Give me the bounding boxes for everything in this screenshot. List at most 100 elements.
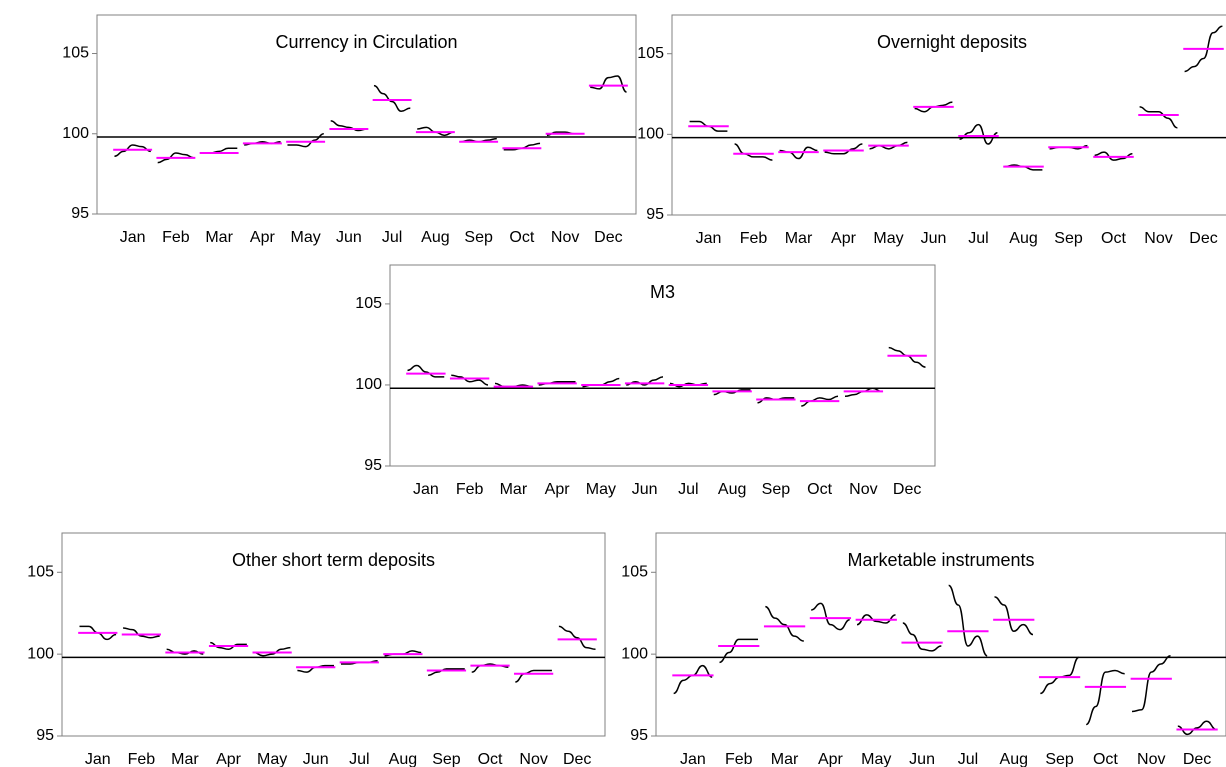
y-tick-label: 105: [621, 564, 648, 581]
monthly-line: [590, 75, 627, 93]
x-tick-label: Jul: [349, 751, 369, 767]
x-tick-label: Jan: [85, 751, 111, 767]
x-tick-label: Jun: [303, 751, 329, 767]
x-tick-label: Feb: [162, 229, 190, 246]
x-tick-label: May: [586, 481, 616, 498]
x-tick-label: Oct: [807, 481, 832, 498]
x-tick-label: Jul: [958, 751, 978, 767]
y-tick-label: 95: [364, 457, 382, 474]
panel: 95 100 105 Currency in Circulation Jan Feb Mar…: [62, 14, 637, 246]
x-tick-label: Sep: [762, 481, 791, 498]
y-tick-label: 105: [637, 45, 664, 62]
monthly-line: [1177, 720, 1217, 736]
monthly-line: [373, 84, 411, 113]
y-tick-label: 95: [630, 727, 648, 744]
monthly-line: [719, 638, 759, 664]
y-tick-label: 105: [62, 45, 89, 62]
plot-frame: [96, 14, 637, 215]
x-tick-label: Nov: [1144, 230, 1172, 247]
x-tick-label: May: [257, 751, 287, 767]
x-tick-label: Oct: [509, 229, 534, 246]
monthly-line: [1040, 656, 1080, 695]
x-tick-label: Dec: [563, 751, 591, 767]
monthly-line: [888, 346, 926, 368]
y-tick-label: 100: [637, 126, 664, 143]
monthly-line: [734, 143, 773, 161]
x-tick-label: Feb: [456, 481, 484, 498]
monthly-line: [114, 144, 151, 157]
x-tick-label: Dec: [1189, 230, 1217, 247]
x-tick-label: Oct: [1093, 751, 1118, 767]
monthly-line: [994, 596, 1034, 636]
x-tick-label: Aug: [389, 751, 417, 767]
x-tick-label: Nov: [519, 751, 547, 767]
monthly-line: [123, 627, 160, 639]
x-tick-label: Dec: [893, 481, 921, 498]
y-tick-label: 100: [62, 125, 89, 142]
x-tick-label: Nov: [1137, 751, 1165, 767]
monthly-line: [811, 602, 850, 631]
x-tick-label: Sep: [432, 751, 461, 767]
x-tick-label: May: [861, 751, 891, 767]
y-tick-label: 95: [36, 727, 54, 744]
x-tick-label: Apr: [818, 751, 844, 767]
monthly-line: [515, 669, 552, 683]
x-tick-label: Apr: [250, 229, 276, 246]
monthly-line: [157, 152, 195, 164]
monthly-line: [330, 120, 368, 132]
x-tick-label: Oct: [1101, 230, 1126, 247]
x-tick-label: Jun: [632, 481, 658, 498]
x-tick-label: Jan: [680, 751, 706, 767]
panel: 95 100 105 Marketable instruments Jan Feb Mar A…: [621, 532, 1226, 767]
monthly-line: [801, 395, 839, 407]
monthly-line: [824, 143, 863, 155]
chart-title: Marketable instruments: [847, 550, 1034, 570]
plot-frame: [655, 532, 1226, 737]
x-tick-label: Mar: [771, 751, 799, 767]
chart-title: Other short term deposits: [232, 550, 435, 570]
x-tick-label: Mar: [205, 229, 233, 246]
plot-frame: [61, 532, 606, 737]
x-tick-label: Jan: [120, 229, 146, 246]
chart-title: Currency in Circulation: [275, 32, 457, 52]
x-tick-label: Jul: [382, 229, 402, 246]
x-tick-label: Feb: [725, 751, 753, 767]
x-tick-label: Dec: [1183, 751, 1211, 767]
x-tick-label: Sep: [464, 229, 493, 246]
x-tick-label: Dec: [594, 229, 622, 246]
y-tick-label: 95: [646, 206, 664, 223]
x-tick-label: Feb: [128, 751, 156, 767]
y-tick-label: 95: [71, 205, 89, 222]
x-tick-label: Apr: [831, 230, 857, 247]
x-tick-label: Apr: [216, 751, 242, 767]
monthly-line: [1184, 25, 1223, 73]
monthly-line: [1139, 106, 1178, 129]
x-tick-label: Jun: [336, 229, 362, 246]
x-tick-label: Aug: [1009, 230, 1037, 247]
panel: 95 100 105 Overnight deposits Jan Feb Mar Apr Ma…: [637, 14, 1226, 247]
plot-frame: [671, 14, 1226, 216]
monthly-line: [253, 646, 291, 657]
x-tick-label: Jan: [696, 230, 722, 247]
monthly-line: [407, 364, 445, 378]
x-tick-label: Oct: [478, 751, 503, 767]
x-tick-label: Nov: [849, 481, 877, 498]
chart-title: Overnight deposits: [877, 32, 1027, 52]
monthly-line: [558, 625, 596, 650]
x-tick-label: Sep: [1045, 751, 1074, 767]
y-tick-label: 105: [27, 564, 54, 581]
x-tick-label: Mar: [500, 481, 528, 498]
y-tick-label: 100: [621, 645, 648, 662]
monthly-line: [856, 614, 896, 626]
x-tick-label: Mar: [785, 230, 813, 247]
x-tick-label: Jun: [921, 230, 947, 247]
panel: 95 100 105 Other short term deposits Jan Feb M…: [27, 532, 606, 767]
x-tick-label: Jul: [678, 481, 698, 498]
x-tick-label: Mar: [171, 751, 199, 767]
x-tick-label: May: [873, 230, 903, 247]
x-tick-label: Apr: [545, 481, 571, 498]
plot-frame: [389, 264, 936, 467]
x-tick-label: May: [291, 229, 321, 246]
monthly-line: [902, 622, 942, 652]
